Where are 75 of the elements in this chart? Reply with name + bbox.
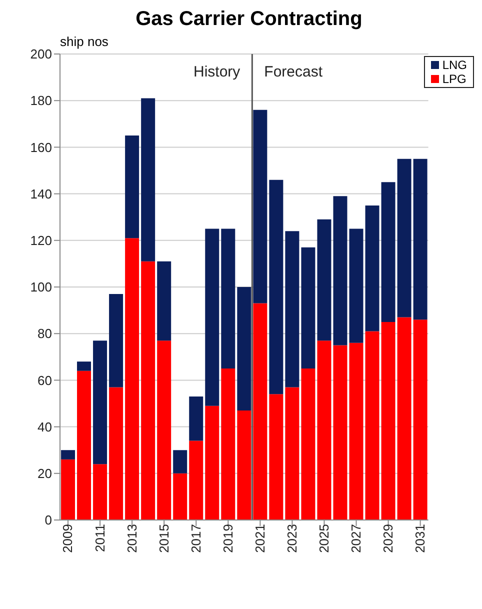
y-axis-title: ship nos [60,34,108,49]
chart-title: Gas Carrier Contracting [134,8,364,32]
bar [253,303,268,520]
legend-label: LNG [442,58,467,72]
bar [189,396,204,441]
bar [317,340,332,520]
bar [285,387,300,520]
y-tick-label: 200 [30,46,52,62]
bar [413,158,428,320]
y-tick-label: 80 [38,326,52,342]
bar [381,182,396,322]
bar [397,158,412,318]
bar [125,238,140,520]
y-tick-label: 180 [30,93,52,108]
bar [333,196,348,346]
bar [269,180,284,394]
y-tick-label: 160 [30,140,52,155]
bar [381,322,396,520]
x-tick-label: 2031 [412,524,428,553]
bar [365,205,380,332]
bar [77,370,92,520]
y-tick-label: 0 [44,512,52,528]
bar [93,464,108,520]
bar [317,219,332,341]
x-tick-label: 2011 [92,524,108,552]
bar [205,406,220,520]
annotation: Forecast [264,64,324,81]
bar [221,228,236,369]
x-tick-label: 2013 [124,524,140,553]
legend-label: LPG [442,72,466,86]
bar [253,110,268,304]
annotation: History [193,64,241,81]
bar [61,450,75,460]
bar [157,261,172,341]
bar [237,287,252,410]
bar [109,387,124,520]
bar [93,340,108,464]
y-tick-label: 40 [38,419,52,434]
bar [333,345,348,520]
x-tick-label: 2021 [252,524,268,553]
x-tick-label: 2029 [380,524,396,553]
bar [237,410,252,520]
bar [301,247,316,369]
bar [397,317,412,520]
x-tick-label: 2025 [316,524,332,553]
bar [109,294,124,388]
bar [205,228,220,406]
bar [141,98,156,262]
x-tick-label: 2027 [348,524,364,553]
y-tick-label: 60 [38,372,52,388]
x-tick-label: 2023 [284,524,300,553]
x-tick-label: 2015 [156,524,172,553]
bar [173,473,188,520]
y-tick-label: 20 [38,466,52,482]
bar [141,261,156,520]
x-tick-label: 2009 [60,524,76,553]
x-tick-label: 2017 [188,524,204,553]
bar [349,228,364,343]
y-tick-label: 100 [30,280,52,295]
x-tick-label: 2019 [220,524,236,553]
bar [189,440,204,520]
bar [269,394,284,520]
bar [173,450,188,474]
bar [413,320,428,520]
bar [221,368,236,520]
y-tick-label: 120 [30,233,52,248]
bar [157,340,172,520]
bar [301,368,316,520]
bar [77,362,92,371]
bar [61,459,75,520]
bar [349,342,364,520]
y-tick-label: 140 [30,186,52,202]
bar [125,136,140,238]
bar [365,331,380,520]
bar [285,231,300,388]
